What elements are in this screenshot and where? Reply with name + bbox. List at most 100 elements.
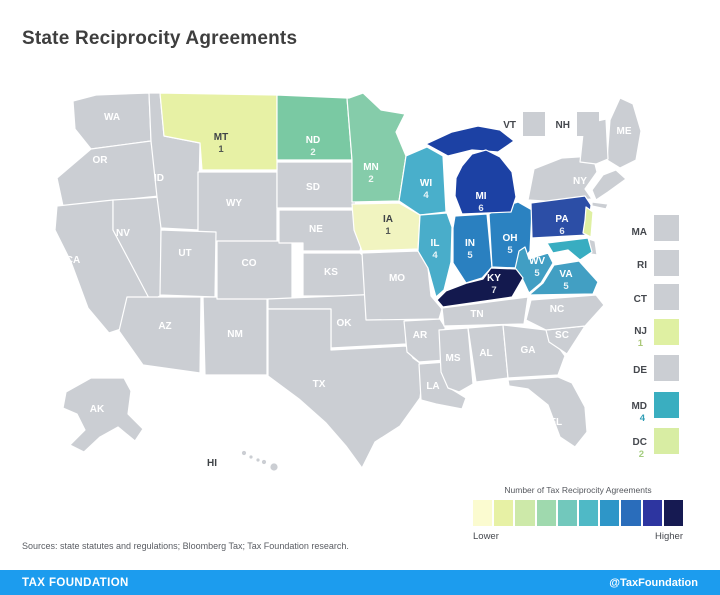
legend-swatch-9 [642, 500, 662, 526]
state-hi-island [261, 459, 267, 465]
state-value-oh: 5 [507, 245, 513, 256]
side-label-md: MD [631, 401, 647, 412]
side-swatch-md [654, 392, 679, 418]
state-label-oh: OH [503, 233, 518, 244]
legend-lower-label: Lower [473, 531, 499, 542]
state-wi [398, 146, 447, 216]
legend-swatch-3 [515, 500, 535, 526]
state-or [56, 140, 160, 207]
state-label-sd: SD [306, 182, 320, 193]
state-label-nv: NV [116, 228, 130, 239]
state-label-nm: NM [227, 329, 243, 340]
state-label-pa: PA [555, 214, 568, 225]
state-mi_up [425, 125, 515, 157]
state-label-al: AL [479, 348, 492, 359]
state-label-az: AZ [158, 321, 171, 332]
side-swatch-vt [523, 112, 545, 136]
footer-twitter-handle: @TaxFoundation [609, 576, 698, 589]
state-tx [267, 308, 425, 469]
legend-swatches [473, 500, 684, 526]
page-title: State Reciprocity Agreements [22, 28, 298, 49]
state-label-or: OR [93, 155, 109, 166]
state-label-in: IN [465, 238, 475, 249]
state-mn [346, 92, 407, 203]
state-label-ms: MS [446, 353, 461, 364]
state-label-ga: GA [521, 345, 536, 356]
side-label-de: DE [633, 365, 647, 376]
state-label-nc: NC [550, 304, 564, 315]
state-label-ia: IA [383, 214, 393, 225]
state-label-il: IL [431, 238, 440, 249]
state-label-ok: OK [337, 318, 353, 329]
state-label-mn: MN [363, 162, 379, 173]
state-value-mn: 2 [368, 174, 373, 185]
state-md_map [546, 237, 593, 261]
state-ak [62, 377, 144, 453]
state-nj_map [582, 206, 594, 238]
state-label-nd: ND [306, 135, 320, 146]
state-il [417, 212, 453, 298]
legend-title: Number of Tax Reciprocity Agreements [504, 485, 652, 495]
state-value-va: 5 [563, 281, 569, 292]
state-label-ks: KS [324, 267, 338, 278]
state-li_shape [591, 201, 609, 210]
legend-higher-label: Higher [655, 531, 683, 542]
state-va [528, 260, 599, 296]
state-value-wv: 5 [534, 268, 540, 279]
side-label-vt: VT [503, 120, 516, 131]
state-az [118, 296, 202, 374]
state-ky [436, 267, 524, 308]
state-label-tn: TN [470, 309, 483, 320]
side-label-dc: DC [633, 437, 647, 448]
side-label-ct: CT [634, 294, 647, 305]
state-hi-island [255, 457, 261, 463]
state-label-ak: AK [90, 404, 105, 415]
state-value-nd: 2 [310, 147, 315, 158]
footer-bar: TAX FOUNDATION @TaxFoundation [0, 570, 720, 595]
side-swatch-dc [654, 428, 679, 454]
state-label-me: ME [617, 126, 632, 137]
legend-swatch-1 [473, 500, 493, 526]
state-value-il: 4 [432, 250, 438, 261]
state-value-wi: 4 [423, 190, 429, 201]
state-nc [525, 294, 605, 331]
state-value-mi: 6 [478, 203, 483, 214]
side-value-dc: 2 [639, 449, 644, 460]
state-label-mt: MT [214, 132, 228, 143]
state-label-hi: HI [207, 458, 217, 469]
state-label-fl: FL [550, 417, 562, 428]
state-neweng_shape [591, 169, 627, 201]
legend-swatch-7 [600, 500, 620, 526]
state-label-la: LA [426, 381, 439, 392]
state-hi-island [269, 462, 279, 472]
legend-swatch-10 [663, 500, 684, 526]
legend-swatch-5 [557, 500, 578, 526]
state-in [452, 213, 493, 284]
side-swatch-nh [577, 112, 599, 136]
state-label-wy: WY [226, 198, 242, 209]
state-label-ca: CA [66, 255, 80, 266]
state-label-ny: NY [573, 176, 587, 187]
color-scale-legend: Number of Tax Reciprocity Agreements Low… [473, 485, 684, 542]
state-value-in: 5 [467, 250, 473, 261]
state-label-co: CO [242, 258, 257, 269]
side-swatch-de [654, 355, 679, 381]
side-swatch-ma [654, 215, 679, 241]
state-ut [159, 229, 217, 298]
state-value-ky: 7 [491, 285, 496, 296]
state-value-mt: 1 [218, 144, 224, 155]
state-label-va: VA [559, 269, 572, 280]
state-label-wa: WA [104, 112, 120, 123]
state-co [216, 240, 293, 300]
state-label-ar: AR [413, 330, 428, 341]
state-label-mi: MI [475, 191, 486, 202]
legend-swatch-8 [621, 500, 641, 526]
state-hi-island [241, 450, 247, 456]
side-label-nh: NH [556, 120, 570, 131]
legend-swatch-4 [536, 500, 556, 526]
state-label-sc: SC [555, 330, 569, 341]
state-label-tx: TX [313, 379, 326, 390]
side-label-ma: MA [631, 227, 647, 238]
state-label-wi: WI [420, 178, 432, 189]
side-value-nj: 1 [638, 338, 644, 349]
